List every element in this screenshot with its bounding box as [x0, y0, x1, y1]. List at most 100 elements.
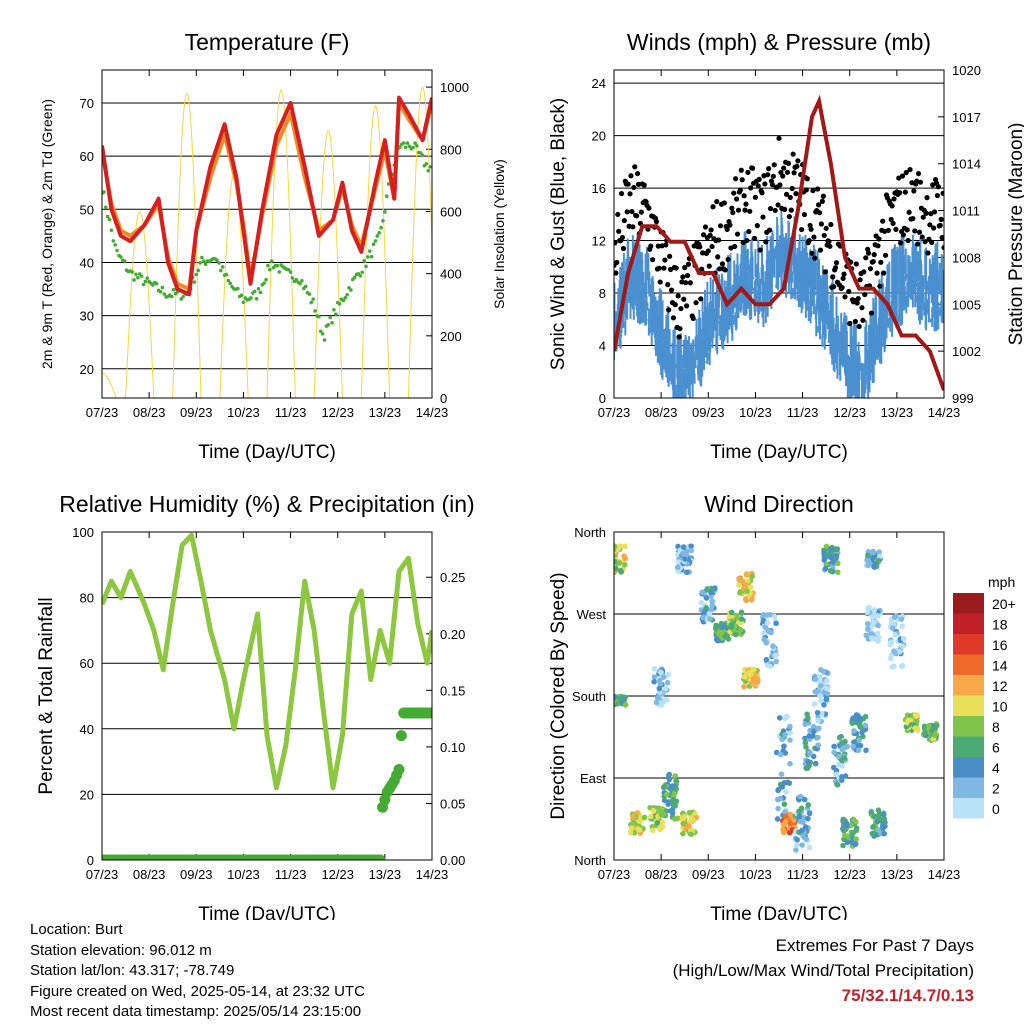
wind-direction-point: [707, 616, 713, 622]
wind-direction-point: [774, 816, 781, 822]
wind-gust-point: [868, 310, 875, 316]
wind-gust-point: [684, 303, 690, 309]
dewpoint-point: [239, 293, 244, 298]
wind-gust-point: [785, 160, 792, 166]
x-tick-label: 09/23: [692, 867, 725, 882]
wind-gust-point: [648, 243, 654, 249]
dewpoint-point: [151, 283, 155, 287]
y2-tick-label: 0.25: [440, 570, 465, 585]
wind-gust-point: [801, 211, 808, 218]
precip-point: [374, 854, 386, 860]
wind-direction-point: [764, 612, 771, 618]
wind-direction-point: [661, 797, 668, 804]
wind-direction-point: [802, 735, 808, 742]
wind-direction-point: [635, 826, 641, 832]
dewpoint-point: [367, 249, 372, 253]
wind-direction-point: [738, 609, 745, 616]
dewpoint-point: [320, 331, 325, 336]
dewpoint-point: [264, 277, 268, 282]
panel-dir: Wind Direction Time (Day/UTC) Direction (C…: [548, 491, 1016, 925]
wind-direction-point: [630, 814, 637, 821]
wind-gust-point: [738, 167, 744, 173]
wind-gust-point: [816, 202, 822, 208]
wind-gust-point: [614, 240, 618, 246]
wind-direction-point: [767, 663, 773, 669]
y2-tick-label: 600: [440, 204, 462, 219]
wind-gust-point: [863, 255, 869, 261]
dewpoint-point: [362, 259, 366, 263]
wind-direction-point: [802, 824, 809, 830]
wind-direction-point: [709, 598, 715, 605]
wind-direction-point: [719, 624, 725, 631]
y-tick-label: 60: [80, 149, 94, 164]
wind-direction-point: [781, 743, 787, 750]
wind-gust-point: [780, 173, 786, 179]
wind-direction-point: [673, 798, 680, 805]
wind-gust-point: [663, 242, 669, 248]
y-tick-label: North: [574, 525, 606, 540]
dewpoint-point: [317, 314, 321, 319]
wind-direction-point: [855, 747, 862, 753]
wind-direction-point: [839, 763, 845, 769]
x-tick-label: 14/23: [928, 867, 961, 882]
wind-direction-point: [783, 714, 789, 720]
wind-direction-point: [787, 811, 794, 818]
wind-gust-point: [709, 243, 715, 250]
wind-direction-point: [776, 715, 783, 721]
x-tick-label: 14/23: [416, 867, 449, 882]
wind-gust-point: [881, 270, 887, 276]
wind-gust-point: [634, 213, 640, 219]
dewpoint-point: [217, 261, 221, 265]
wind-gust-point: [682, 264, 688, 271]
dewpoint-point: [311, 297, 316, 301]
wind-direction-point: [680, 830, 686, 837]
wind-direction-point: [742, 596, 749, 602]
wind-gust-point: [799, 226, 805, 233]
wind-gust-point: [614, 270, 619, 276]
dewpoint-point: [219, 268, 223, 273]
dewpoint-point: [162, 292, 167, 296]
wind-direction-point: [781, 779, 788, 786]
wind-gust-point: [748, 185, 754, 191]
dewpoint-point: [158, 290, 163, 294]
wind-gust-point: [827, 243, 833, 249]
wind-gust-point: [789, 185, 795, 192]
x-axis-label: Time (Day/UTC): [198, 904, 336, 920]
y2-tick-label: 1000: [440, 80, 469, 95]
y2-tick-label: 0.00: [440, 853, 465, 868]
wind-direction-point: [650, 808, 657, 814]
wind-gust-point: [828, 221, 834, 228]
dewpoint-point: [330, 321, 334, 325]
wind-direction-point: [761, 629, 767, 636]
wind-gust-point: [702, 224, 709, 230]
dewpoint-point: [352, 275, 357, 280]
wind-gust-point: [772, 207, 778, 214]
dewpoint-point: [358, 274, 363, 278]
wind-direction-point: [851, 728, 857, 734]
wind-direction-point: [838, 777, 845, 784]
dewpoint-point: [111, 239, 116, 243]
legend-label: 4: [992, 760, 1000, 776]
wind-gust-point: [731, 190, 737, 196]
wind-gust-point: [755, 183, 761, 189]
wind-direction-point: [656, 677, 663, 684]
wind-direction-point: [805, 815, 811, 822]
y-tick-label: 40: [80, 722, 94, 737]
wind-direction-point: [744, 588, 750, 594]
wind-direction-point: [866, 604, 872, 611]
wind-gust-point: [907, 166, 913, 173]
dewpoint-point: [194, 272, 199, 277]
wind-direction-point: [899, 623, 905, 629]
wind-direction-point: [797, 793, 804, 800]
wind-direction-point: [815, 717, 821, 724]
wind-direction-point: [840, 842, 846, 849]
solar-insolation-line: [219, 173, 249, 398]
dewpoint-point: [122, 259, 127, 263]
x-axis-label: Time (Day/UTC): [710, 904, 848, 920]
wind-direction-point: [864, 626, 871, 632]
dewpoint-point: [226, 278, 231, 283]
wind-gust-point: [817, 247, 824, 253]
wind-gust-point: [760, 214, 766, 220]
y-tick-label: 50: [80, 202, 94, 217]
wind-gust-point: [681, 296, 687, 302]
